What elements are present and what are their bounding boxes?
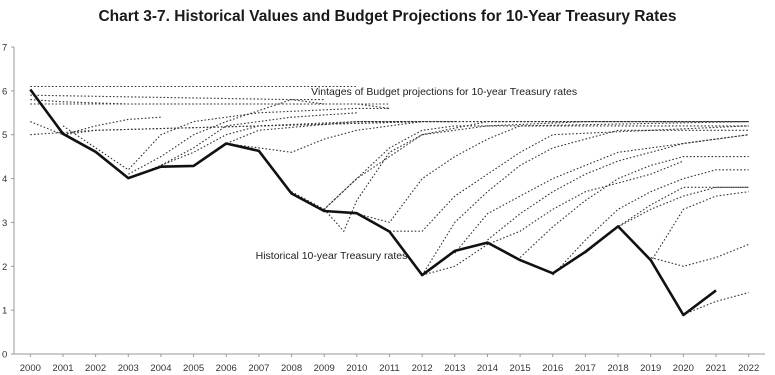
projection-vintage-line <box>30 116 161 136</box>
projection-vintage-line <box>519 156 749 258</box>
projection-vintage-line <box>552 169 749 276</box>
x-tick-label: 2010 <box>346 363 367 374</box>
chart-annotation: Historical 10-year Treasury rates <box>256 250 408 262</box>
projection-vintage-line <box>291 125 749 210</box>
x-tick-label: 2013 <box>444 363 465 374</box>
y-tick-label: 6 <box>2 86 7 97</box>
x-tick-label: 2016 <box>542 363 563 374</box>
x-tick-label: 2007 <box>248 363 269 374</box>
chart-title: Chart 3-7. Historical Values and Budget … <box>98 8 677 25</box>
y-tick-label: 0 <box>2 350 7 361</box>
projection-vintage-line <box>323 121 749 233</box>
y-tick-label: 3 <box>2 218 7 229</box>
projection-lines <box>30 85 749 316</box>
x-tick-label: 2017 <box>575 363 596 374</box>
x-tick-label: 2008 <box>281 363 302 374</box>
projection-vintage-line <box>650 191 749 263</box>
x-tick-label: 2019 <box>640 363 661 374</box>
x-tick-label: 2011 <box>379 363 399 374</box>
x-tick-label: 2022 <box>738 363 759 374</box>
x-tick-label: 2005 <box>183 363 204 374</box>
projection-vintage-line <box>617 186 749 228</box>
x-tick-label: 2006 <box>216 363 237 374</box>
x-tick-label: 2021 <box>705 363 726 374</box>
y-tick-label: 5 <box>2 130 7 141</box>
projection-vintage-line <box>422 160 684 276</box>
projection-vintage-line <box>683 292 749 316</box>
x-tick-label: 2004 <box>150 363 171 374</box>
projection-vintage-line <box>128 99 325 175</box>
y-tick-label: 1 <box>2 306 7 317</box>
projection-vintage-line <box>421 129 749 276</box>
x-tick-label: 2002 <box>85 363 106 374</box>
x-tick-label: 2009 <box>314 363 335 374</box>
projection-vintage-line <box>226 121 684 153</box>
projection-vintage-line <box>389 125 749 232</box>
projection-vintage-line <box>356 121 749 224</box>
projection-vintage-line <box>62 107 390 171</box>
projection-vintage-line <box>30 121 455 136</box>
x-tick-label: 2015 <box>510 363 531 374</box>
projection-vintage-line <box>30 94 325 101</box>
annotations: Vintages of Budget projections for 10-ye… <box>256 86 577 262</box>
x-tick-label: 2020 <box>673 363 694 374</box>
x-tick-label: 2014 <box>477 363 498 374</box>
projection-vintage-line <box>30 103 390 109</box>
projection-vintage-line <box>585 186 749 254</box>
x-tick-label: 2001 <box>52 363 73 374</box>
historical-rate-line <box>29 88 717 317</box>
historical-line-group <box>29 88 717 317</box>
x-tick-label: 2003 <box>118 363 139 374</box>
x-tick-label: 2012 <box>412 363 433 374</box>
y-tick-label: 4 <box>2 174 7 185</box>
projection-vintage-line <box>30 99 390 105</box>
projection-vintage-line <box>454 134 749 254</box>
y-tick-label: 2 <box>2 262 7 273</box>
y-tick-label: 7 <box>2 43 7 54</box>
projection-vintage-line <box>323 121 749 210</box>
x-tick-label: 2000 <box>20 363 41 374</box>
projection-vintage-line <box>193 121 455 166</box>
chart-annotation: Vintages of Budget projections for 10-ye… <box>311 86 577 98</box>
axes: 0 1 2 3 4 5 6 7 2000 2001 2002 2003 2004 2005 2006 2007… <box>2 43 765 374</box>
projection-vintage-line <box>160 121 423 166</box>
x-tick-label: 2018 <box>607 363 628 374</box>
projection-vintage-line <box>650 243 749 267</box>
